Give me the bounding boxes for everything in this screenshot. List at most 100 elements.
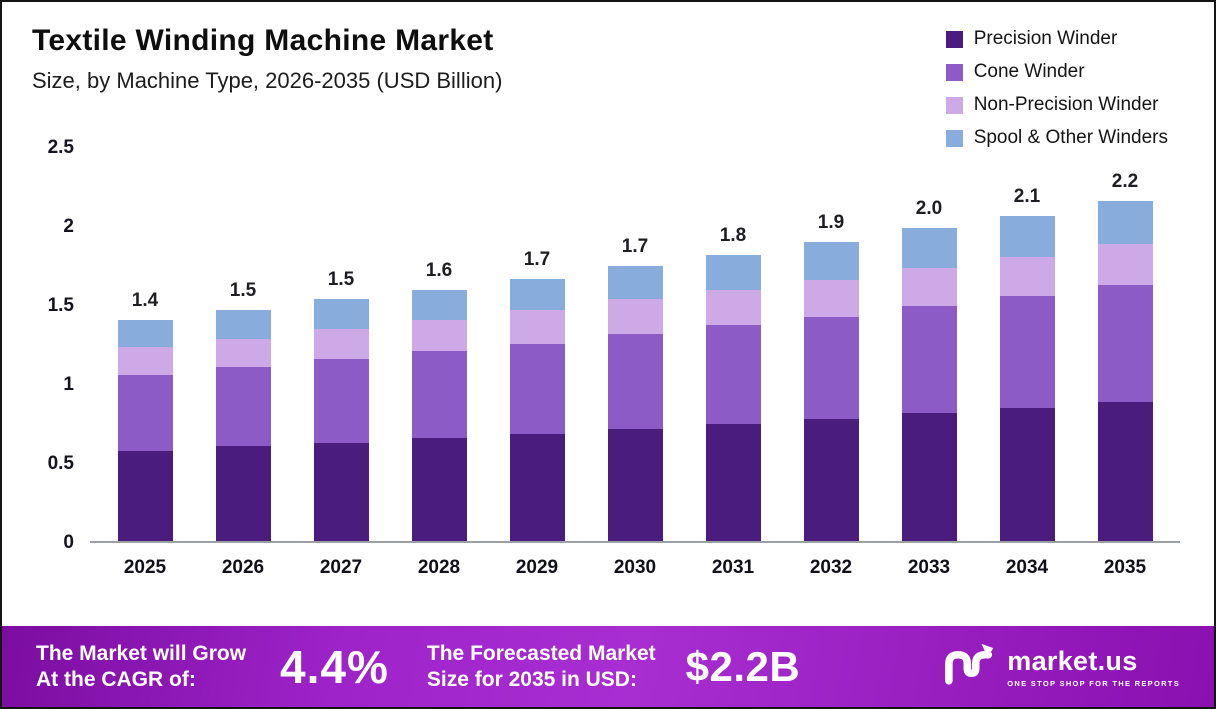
legend-swatch	[945, 129, 963, 147]
bar-stack	[117, 319, 173, 541]
bar-segment	[411, 438, 467, 541]
plot-area: 1.4 1.5 1.5 1.6 1.7 1.7 1.8 1.9 2.0 2.1 2.2	[90, 146, 1180, 543]
bar-segment	[705, 255, 761, 290]
bar-total-label: 1.8	[719, 225, 747, 247]
bar-segment	[215, 446, 271, 541]
brand-text: market.us ONE STOP SHOP FOR THE REPORTS	[1007, 646, 1180, 688]
bar-stack	[901, 228, 957, 541]
bar-segment	[117, 319, 173, 347]
legend-item: Precision Winder	[945, 28, 1168, 50]
cagr-label: The Market will Grow At the CAGR of:	[36, 641, 247, 691]
bar-total-label: 1.4	[131, 289, 159, 311]
chart-header: Textile Winding Machine Market Size, by …	[2, 2, 1214, 94]
bar-stack	[607, 266, 663, 541]
legend-swatch	[945, 30, 963, 48]
bar-column: 1.7	[488, 249, 586, 541]
bar-segment	[803, 419, 859, 541]
brand-name: market.us	[1007, 645, 1138, 676]
page-subtitle: Size, by Machine Type, 2026-2035 (USD Bi…	[32, 68, 503, 93]
bar-column: 1.5	[292, 269, 390, 541]
x-labels: 2025 2026 2027 2028 2029 2030 2031 2032 2033 2034…	[90, 557, 1180, 579]
x-axis-label: 2032	[809, 557, 853, 578]
bar-column: 2.2	[1076, 171, 1174, 541]
legend-label: Non-Precision Winder	[973, 94, 1159, 115]
bar-segment	[901, 267, 957, 306]
brand-tagline: ONE STOP SHOP FOR THE REPORTS	[1007, 678, 1180, 688]
x-axis-label: 2034	[1005, 557, 1049, 578]
y-axis-tick: 0	[63, 532, 74, 553]
marketus-logo-icon	[943, 641, 995, 692]
bar-segment	[607, 428, 663, 541]
bar-segment	[411, 319, 467, 352]
bar-stack	[313, 299, 369, 541]
bar-segment	[509, 433, 565, 541]
legend-item: Spool & Other Winders	[945, 127, 1168, 149]
bar-stack	[803, 242, 859, 541]
bar-column: 1.9	[782, 212, 880, 541]
bar-segment	[901, 413, 957, 541]
bar-column: 1.5	[194, 280, 292, 541]
bar-column: 1.4	[96, 290, 194, 541]
bar-total-label: 1.5	[327, 269, 355, 291]
y-axis-tick: 1	[63, 374, 74, 395]
bar-total-label: 2.1	[1013, 185, 1041, 207]
bar-segment	[705, 324, 761, 425]
legend-item: Cone Winder	[945, 61, 1168, 83]
bar-column: 2.1	[978, 186, 1076, 541]
chart-wrap: 0 0.5 1 1.5 2 2.5 1.4 1.5 1.5 1.6 1.7 1.7 1.8 1.9 2.0…	[32, 137, 1180, 553]
bar-segment	[1097, 401, 1153, 541]
y-axis-tick: 0.5	[47, 453, 74, 474]
bar-total-label: 2.2	[1111, 171, 1139, 193]
legend-label: Precision Winder	[973, 28, 1118, 49]
cagr-value: 4.4%	[280, 640, 389, 693]
bar-segment	[803, 242, 859, 281]
bar-column: 2.0	[880, 198, 978, 541]
bar-column: 1.7	[586, 236, 684, 541]
bar-segment	[509, 278, 565, 311]
bar-total-label: 1.5	[229, 280, 257, 302]
forecast-label: The Forecasted Market Size for 2035 in U…	[426, 641, 656, 691]
bar-segment	[509, 343, 565, 434]
footer-banner: The Market will Grow At the CAGR of: 4.4…	[2, 626, 1214, 707]
bar-segment	[411, 351, 467, 439]
bar-segment	[607, 299, 663, 335]
bar-segment	[803, 280, 859, 317]
bar-segment	[215, 338, 271, 368]
legend-label: Spool & Other Winders	[973, 127, 1168, 148]
x-axis-label: 2025	[123, 557, 167, 578]
chart-section: 0 0.5 1 1.5 2 2.5 1.4 1.5 1.5 1.6 1.7 1.7 1.8 1.9 2.0…	[32, 137, 1180, 579]
bar-segment	[117, 375, 173, 451]
y-axis-tick: 2	[63, 216, 74, 237]
x-axis-label: 2026	[221, 557, 265, 578]
bar-segment	[117, 346, 173, 376]
bar-segment	[1097, 243, 1153, 286]
bar-column: 1.8	[684, 225, 782, 541]
bar-segment	[215, 310, 271, 339]
bar-segment	[1097, 285, 1153, 402]
bar-segment	[313, 299, 369, 330]
bar-segment	[999, 256, 1055, 297]
y-axis-tick: 1.5	[47, 295, 74, 316]
legend: Precision Winder Cone Winder Non-Precision…	[945, 28, 1168, 149]
bar-total-label: 1.6	[425, 259, 453, 281]
bar-stack	[411, 289, 467, 541]
x-axis-label: 2033	[907, 557, 951, 578]
x-axis-label: 2035	[1103, 557, 1147, 578]
bar-stack	[215, 310, 271, 541]
bar-segment	[313, 359, 369, 444]
bar-segment	[509, 310, 565, 344]
legend-label: Cone Winder	[973, 61, 1085, 82]
y-axis-tick: 2.5	[47, 137, 74, 158]
bar-segment	[607, 266, 663, 300]
bar-stack	[509, 278, 565, 541]
legend-swatch	[945, 63, 963, 81]
bar-segment	[999, 408, 1055, 541]
bar-segment	[607, 334, 663, 429]
page-title: Textile Winding Machine Market	[32, 24, 494, 57]
bar-total-label: 1.7	[523, 248, 551, 270]
bar-total-label: 2.0	[915, 198, 943, 220]
brand-lockup: market.us ONE STOP SHOP FOR THE REPORTS	[943, 641, 1180, 692]
bar-segment	[999, 215, 1055, 257]
bar-stack	[705, 255, 761, 541]
bar-segment	[705, 289, 761, 325]
